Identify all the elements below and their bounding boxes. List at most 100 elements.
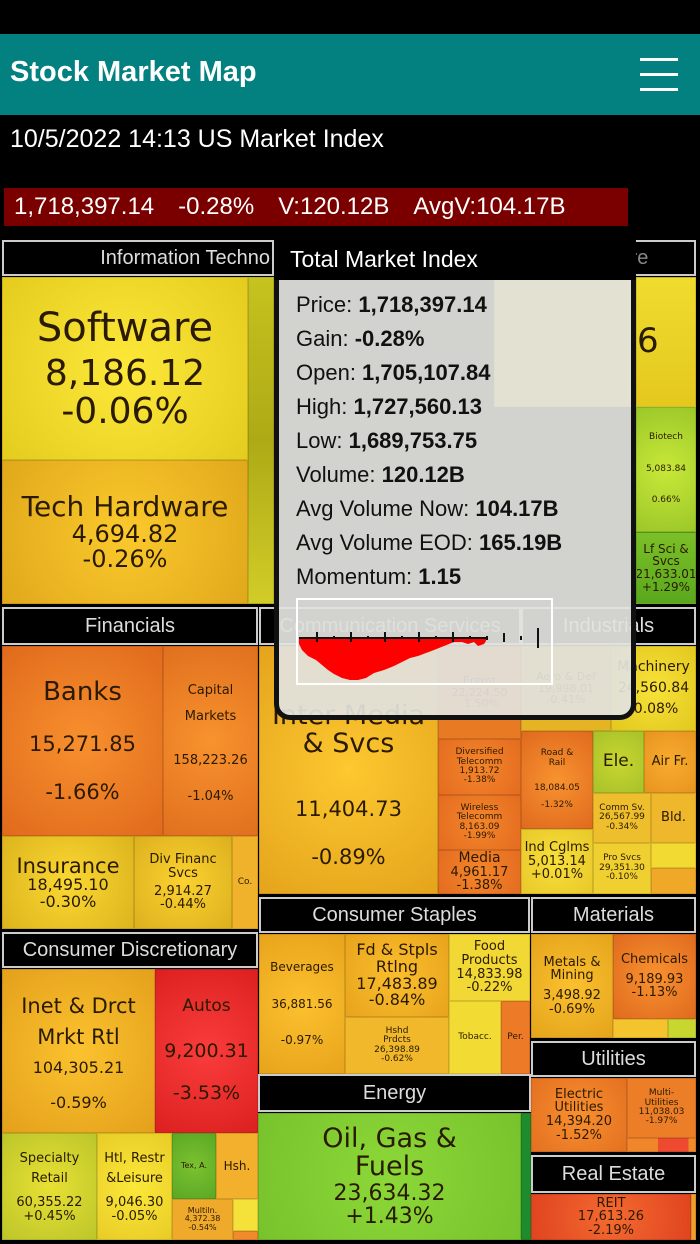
tile-energy-equipment[interactable] xyxy=(521,1113,531,1240)
tile-household-durables[interactable]: Hsh. xyxy=(216,1133,258,1199)
sector-header-utilities[interactable]: Utilities xyxy=(531,1041,696,1077)
tile-food-products[interactable]: Food Products 14,833.98 -0.22% xyxy=(449,934,530,1001)
tooltip-row-low: Low: 1,689,753.75 xyxy=(296,428,478,453)
tile-hotels-leisure[interactable]: Htl, Restr &Leisure 9,046.30 -0.05% xyxy=(97,1133,172,1240)
tile-pharma-right[interactable]: 6 xyxy=(636,277,696,407)
tile-building-products[interactable]: Bld. xyxy=(651,793,696,843)
tile-wireless-telecomm[interactable]: Wireless Telecomm 8,163.09 -1.99% xyxy=(438,795,521,850)
tile-banks[interactable]: Banks 15,271.85 -1.66% xyxy=(2,646,163,836)
tile-gain: -0.22% xyxy=(466,980,513,996)
tile-gain: -0.62% xyxy=(381,1053,413,1064)
tile-autos[interactable]: Autos 9,200.31 -3.53% xyxy=(155,969,258,1133)
tile-food-staples-retailing[interactable]: Fd & Stpls Rtlng 17,483.89 -0.84% xyxy=(345,934,449,1017)
tile-insurance[interactable]: Insurance 18,495.10 -0.30% xyxy=(2,836,134,929)
tile-name: Htl, Restr &Leisure xyxy=(104,1151,165,1186)
tile-gain: 0.66% xyxy=(651,495,681,506)
tile-name: Multiln. xyxy=(187,1205,218,1215)
tile-professional-services[interactable]: Pro Svcs 29,351.30 -0.10% xyxy=(593,843,651,894)
tile-price-fragment: 6 xyxy=(637,321,659,362)
sector-header-information-technology[interactable]: Information Techno xyxy=(2,240,274,276)
ticker-gain: -0.28% xyxy=(178,193,255,220)
tile-name: Food Products xyxy=(461,939,518,968)
sector-header-energy[interactable]: Energy xyxy=(258,1074,531,1112)
tile-price: 4,694.82 xyxy=(71,519,179,548)
tile-air-freight[interactable]: Air Fr. xyxy=(644,731,696,793)
tile-metals-mining[interactable]: Metals & Mining 3,498.92 -0.69% xyxy=(531,934,613,1038)
tile-software[interactable]: Software 8,186.12 -0.06% xyxy=(2,277,248,460)
tile-real-estate-misc[interactable] xyxy=(691,1194,696,1240)
tile-discretionary-misc-1[interactable] xyxy=(233,1199,258,1231)
sector-header-materials[interactable]: Materials xyxy=(531,897,696,933)
tile-gain: -1.38% xyxy=(463,775,496,786)
tile-price: 14,394.20 xyxy=(545,1114,613,1129)
tile-electrical-equipment[interactable]: Ele. xyxy=(593,731,644,793)
tile-multiline-retail[interactable]: Multiln. 4,372.38 -0.54% xyxy=(172,1199,233,1240)
tile-textiles-apparel[interactable]: Tex, A. xyxy=(172,1133,216,1199)
tile-price: 8,186.12 xyxy=(44,352,206,394)
tile-name: Oil, Gas & Fuels xyxy=(322,1123,457,1183)
tile-price: 17,613.26 xyxy=(577,1209,645,1225)
index-ticker-bar[interactable]: 1,718,397.14 -0.28% V:120.12B AvgV:104.1… xyxy=(4,188,628,226)
app-title: Stock Market Map xyxy=(10,56,257,88)
tile-name: Hshd Prdcts xyxy=(383,1025,411,1046)
tile-gain: -1.13% xyxy=(631,985,678,1001)
tile-road-rail[interactable]: Road & Rail 18,084.05 -1.32% xyxy=(521,731,593,829)
tile-gain: +0.45% xyxy=(23,1209,76,1224)
tile-tech-hardware[interactable]: Tech Hardware 4,694.82 -0.26% xyxy=(2,460,248,604)
tile-price: 4,961.17 xyxy=(450,864,509,880)
tile-gain: -3.53% xyxy=(172,1081,241,1104)
tile-electric-utilities[interactable]: Electric Utilities 14,394.20 -1.52% xyxy=(531,1078,627,1152)
sparkline-chart xyxy=(299,628,539,680)
tile-discretionary-misc-2[interactable] xyxy=(233,1231,258,1240)
tile-price: 23,634.32 xyxy=(333,1180,446,1206)
tile-capital-markets[interactable]: Capital Markets 158,223.26 -1.04% xyxy=(163,646,258,836)
tile-semis[interactable] xyxy=(248,277,274,604)
tile-media[interactable]: Media 4,961.17 -1.38% xyxy=(438,850,521,894)
tile-household-products[interactable]: Hshd Prdcts 26,398.89 -0.62% xyxy=(345,1017,449,1074)
tile-gain: -0.59% xyxy=(50,1092,107,1112)
tile-industrials-misc-2[interactable] xyxy=(651,868,696,894)
tile-consumer-finance[interactable]: Co. xyxy=(232,836,258,929)
tile-name: Biotech xyxy=(649,432,683,443)
tile-beverages[interactable]: Beverages 36,881.56 -0.97% xyxy=(259,934,345,1074)
tile-multi-utilities[interactable]: Multi-Utilities 11,038.03 -1.97% xyxy=(627,1078,696,1138)
tile-name: Metals & Mining xyxy=(543,954,601,984)
tile-oil-gas-fuels[interactable]: Oil, Gas & Fuels 23,634.32 +1.43% xyxy=(258,1113,521,1240)
tile-price: 9,189.93 xyxy=(625,971,684,987)
tile-chemicals[interactable]: Chemicals 9,189.93 -1.13% xyxy=(613,934,696,1019)
tile-price: 17,483.89 xyxy=(356,973,438,993)
tile-name: Wireless Telecomm xyxy=(456,802,503,823)
tile-specialty-retail[interactable]: Specialty Retail 60,355.22 +0.45% xyxy=(2,1133,97,1240)
tile-price: 11,404.73 xyxy=(295,797,402,822)
tile-price: 15,271.85 xyxy=(29,731,136,756)
tile-inet-direct-retail[interactable]: Inet & Drct Mrkt Rtl 104,305.21 -0.59% xyxy=(2,969,155,1133)
tile-biotech[interactable]: Biotech 5,083.84 0.66% xyxy=(636,407,696,532)
tile-materials-misc-1[interactable] xyxy=(613,1019,668,1038)
tooltip-row-avg-volume-now: Avg Volume Now: 104.17B xyxy=(296,496,559,521)
tile-name: Bld. xyxy=(661,810,686,826)
tile-price: 158,223.26 xyxy=(173,753,248,769)
tile-diversified-telecomm[interactable]: Diversified Telecomm 1,913.72 -1.38% xyxy=(438,739,521,795)
tile-commercial-services[interactable]: Comm Sv. 26,567.99 -0.34% xyxy=(593,793,651,843)
tile-price: 29,351.30 xyxy=(599,862,645,873)
tile-name: Tex, A. xyxy=(180,1160,207,1170)
ticker-avg-volume: AvgV:104.17B xyxy=(413,193,566,220)
sector-header-consumer-discretionary[interactable]: Consumer Discretionary xyxy=(2,932,258,968)
tile-name: Ind Cglms xyxy=(524,840,590,856)
tile-price: 26,567.99 xyxy=(599,812,645,823)
hamburger-menu-icon[interactable] xyxy=(636,56,680,92)
tile-industrials-misc-1[interactable] xyxy=(651,843,696,868)
tile-gain: -1.97% xyxy=(645,1116,678,1127)
tile-personal-products[interactable]: Per. xyxy=(501,1001,530,1074)
tile-tobacco[interactable]: Tobacc. xyxy=(449,1001,501,1074)
tile-gain: -0.34% xyxy=(606,821,638,832)
tile-life-sciences[interactable]: Lf Sci & Svcs 21,633.01 +1.29% xyxy=(636,532,696,604)
tile-reit[interactable]: REIT 17,613.26 -2.19% xyxy=(531,1194,691,1240)
tile-materials-misc-2[interactable] xyxy=(668,1019,696,1038)
sector-header-consumer-staples[interactable]: Consumer Staples xyxy=(259,897,530,933)
sector-header-real-estate[interactable]: Real Estate xyxy=(531,1155,696,1193)
sector-header-financials[interactable]: Financials xyxy=(2,607,258,645)
tile-utilities-misc[interactable] xyxy=(627,1138,696,1152)
tile-ind-conglomerates[interactable]: Ind Cglms 5,013.14 +0.01% xyxy=(521,829,593,894)
tile-div-financ-svcs[interactable]: Div Financ Svcs 2,914.27 -0.44% xyxy=(134,836,232,929)
